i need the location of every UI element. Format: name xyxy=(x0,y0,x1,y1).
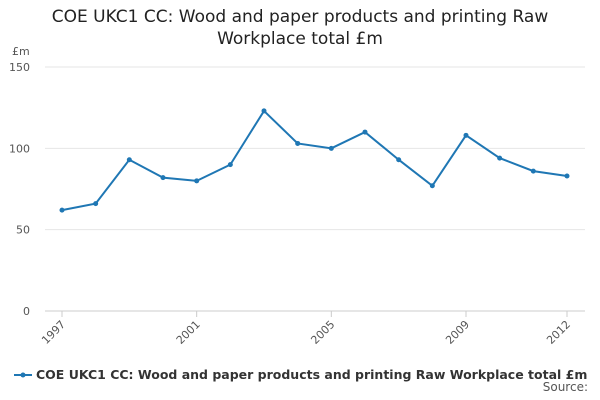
point xyxy=(564,173,570,179)
y-tick-label: 0 xyxy=(23,305,30,318)
point xyxy=(497,155,503,161)
point xyxy=(93,201,99,207)
point xyxy=(126,157,132,163)
y-tick-label: 50 xyxy=(16,224,30,237)
point xyxy=(396,157,402,163)
x-tick-label: 2005 xyxy=(308,318,337,347)
chart-title: COE UKC1 CC: Wood and paper products and… xyxy=(51,7,549,49)
point xyxy=(194,178,200,184)
x-tick-label: 2009 xyxy=(443,318,472,347)
point xyxy=(362,129,368,135)
line xyxy=(61,109,568,212)
point xyxy=(295,140,301,146)
x-tick-label: 2012 xyxy=(544,318,573,347)
point xyxy=(530,168,536,174)
source: Source: xyxy=(543,380,588,394)
point xyxy=(328,145,334,151)
y-tick-label: 100 xyxy=(9,142,30,155)
point xyxy=(463,132,469,138)
legend-marker xyxy=(20,372,26,378)
point xyxy=(59,207,65,213)
legend-label: COE UKC1 CC: Wood and paper products and… xyxy=(36,367,587,382)
y-axis-label: £m xyxy=(12,45,30,58)
y-tick-label: 150 xyxy=(9,61,30,74)
point xyxy=(261,108,267,114)
point xyxy=(429,183,435,189)
x-tick-label: 1997 xyxy=(39,318,68,347)
point xyxy=(227,162,233,168)
x-tick-label: 2001 xyxy=(174,318,203,347)
point xyxy=(160,175,166,181)
